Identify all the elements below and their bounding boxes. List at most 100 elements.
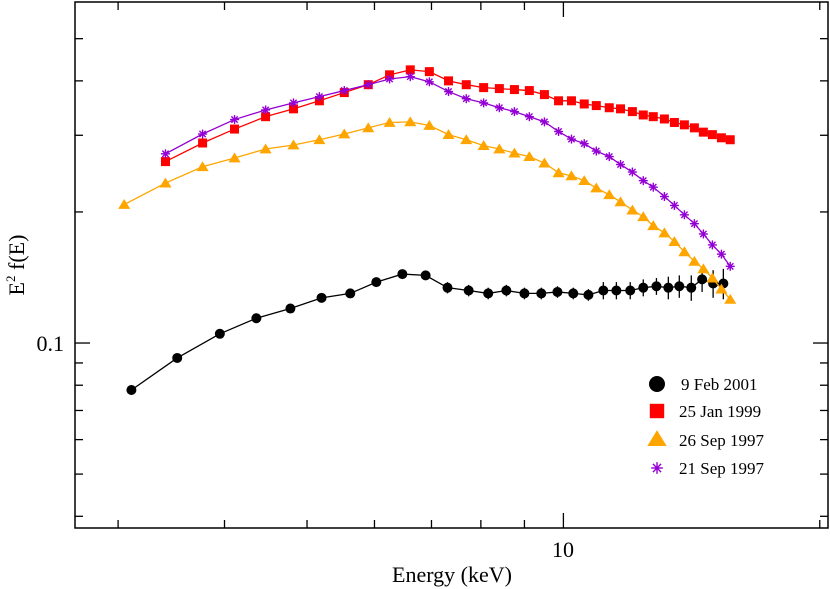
asterisk-stroke [605,152,613,161]
data-point-asterisk [725,261,735,271]
data-point-asterisk [648,182,658,192]
data-point-square [198,138,208,148]
asterisk-stroke [289,99,298,107]
data-point-square [539,90,549,100]
data-point-asterisk [339,86,349,96]
data-point-triangle [715,283,728,294]
data-point-triangle [362,122,375,133]
y-tick-label-0.1: 0.1 [37,331,65,356]
data-point-circle [501,285,512,296]
data-point-triangle [724,293,737,304]
asterisk-stroke [652,463,662,473]
legend-item-26-sep-1997: 26 Sep 1997 [647,430,765,450]
data-point-asterisk [679,210,689,220]
legend-item-9-feb-2001: 9 Feb 2001 [649,375,758,394]
data-point-triangle [508,147,521,158]
data-point-square [405,65,415,75]
asterisk-stroke [616,160,625,169]
asterisk-stroke [315,92,324,101]
data-point-asterisk [160,149,170,159]
data-point-triangle [423,119,436,130]
asterisk-stroke [708,241,717,249]
data-point-asterisk [716,249,726,259]
legend-label: 26 Sep 1997 [679,431,765,450]
asterisk-stroke [364,81,372,89]
asterisk-stroke [340,86,348,95]
legend-marker-circle [649,376,665,392]
data-point-circle [638,282,649,293]
asterisk-stroke [660,192,669,201]
series-21-sep-1997 [160,72,735,271]
data-point-triangle [626,204,639,215]
asterisk-stroke [261,106,270,114]
asterisk-stroke [670,201,679,210]
asterisk-stroke [567,135,576,143]
data-point-triangle [590,182,603,193]
data-point-circle [371,277,382,288]
asterisk-stroke [592,147,600,155]
asterisk-stroke [628,168,637,176]
data-point-triangle [647,430,667,447]
data-point-circle [536,288,547,299]
legend-marker-asterisk [651,462,663,474]
data-point-asterisk [627,167,637,177]
data-point-square [638,110,648,120]
data-point-asterisk [689,219,699,229]
data-point-asterisk [591,146,601,156]
data-point-square [669,117,679,127]
data-point-triangle [668,236,681,246]
data-point-asterisk [479,98,489,108]
data-point-triangle [614,196,627,207]
data-point-triangle [228,152,241,163]
data-point-asterisk [509,107,519,117]
data-point-triangle [259,143,272,154]
asterisk-stroke [540,118,549,126]
data-point-triangle [523,151,536,162]
data-point-circle [663,282,674,293]
asterisk-stroke [462,95,470,103]
data-point-triangle [196,161,209,172]
data-point-asterisk [616,160,626,170]
data-point-circle [697,274,708,285]
asterisk-stroke [699,230,708,238]
data-point-asterisk [230,115,240,125]
data-point-circle [625,285,636,296]
asterisk-stroke [554,127,563,136]
data-point-asterisk [539,117,549,127]
legend-label: 9 Feb 2001 [681,375,758,394]
plot-frame [74,1,829,529]
data-point-triangle [159,177,172,188]
data-point-asterisk [385,74,395,84]
data-point-asterisk [707,240,717,250]
data-point-circle [583,289,594,300]
data-point-square [288,104,298,114]
legend-marker-square [649,403,665,419]
asterisk-stroke [230,115,239,124]
data-point-square [659,114,669,124]
asterisk-stroke [495,104,504,112]
data-point-square [261,112,271,122]
data-point-circle [686,282,697,293]
data-point-circle [463,285,474,296]
data-point-asterisk [638,176,648,186]
data-point-square [698,127,708,137]
data-point-triangle [647,220,660,231]
data-series [118,65,737,396]
data-point-asterisk [444,87,454,97]
data-point-asterisk [669,200,679,210]
legend-item-25-jan-1999: 25 Jan 1999 [649,402,761,421]
data-point-square [494,84,504,94]
data-point-triangle [637,211,650,222]
data-point-triangle [552,167,565,178]
data-point-square [707,130,717,140]
data-point-circle [420,270,431,281]
asterisk-stroke [580,140,588,148]
legend-marker-triangle [647,430,667,447]
data-point-circle [674,281,685,292]
data-point-square [716,133,726,143]
x-axis-label: Energy (keV) [392,562,512,587]
data-point-circle [126,385,137,396]
data-point-asterisk [659,192,669,202]
data-point-square [230,124,240,134]
asterisk-stroke [444,87,453,96]
